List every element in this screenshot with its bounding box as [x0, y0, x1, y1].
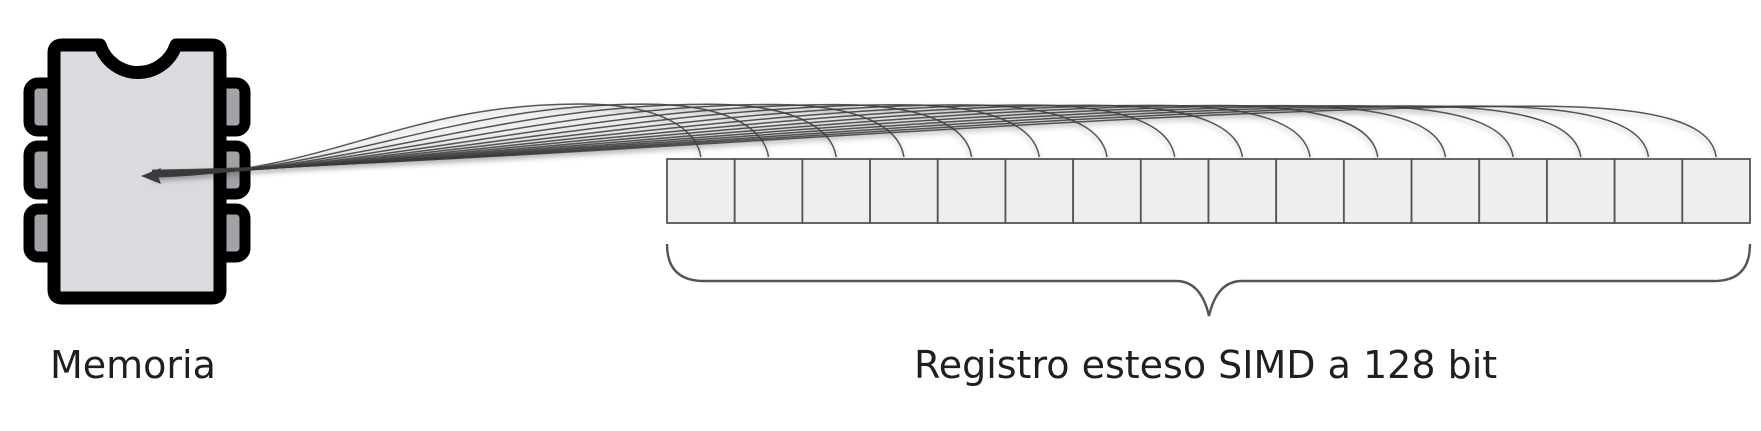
register-lane-9 — [1207, 158, 1278, 224]
memory-label: Memoria — [50, 343, 216, 387]
register-lane-6 — [1004, 158, 1075, 224]
wire-bundle — [151, 103, 1717, 178]
register-brace — [665, 243, 1752, 317]
register-lane-12 — [1410, 158, 1481, 224]
arrow-head — [141, 168, 161, 184]
register-lane-8 — [1139, 158, 1210, 224]
register-lane-13 — [1478, 158, 1548, 224]
register-lane-11 — [1342, 158, 1413, 224]
register-lane-10 — [1275, 158, 1345, 224]
register-lane-15 — [1613, 158, 1684, 224]
register-lane-16 — [1681, 158, 1751, 224]
register-lane-14 — [1546, 158, 1616, 224]
register-lane-5 — [936, 158, 1007, 224]
register-lane-7 — [1072, 158, 1142, 224]
register-lane-1 — [666, 158, 736, 224]
register-label: Registro esteso SIMD a 128 bit — [914, 343, 1498, 387]
wire-lane-5 — [151, 103, 973, 176]
wire-lane-6 — [151, 103, 1041, 176]
register-lane-2 — [733, 158, 804, 224]
wire-lane-2 — [151, 103, 770, 178]
chip-body — [47, 38, 227, 305]
simd-register — [666, 158, 1751, 224]
wire-lane-1 — [151, 103, 702, 178]
register-lane-4 — [869, 158, 939, 224]
register-lane-3 — [801, 158, 871, 224]
wire-lane-16 — [151, 105, 1717, 171]
